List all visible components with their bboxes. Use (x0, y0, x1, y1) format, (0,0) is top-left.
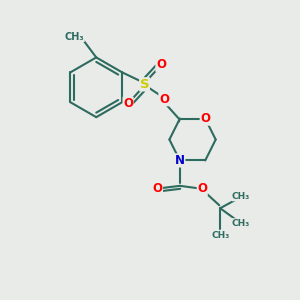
Text: N: N (175, 154, 185, 167)
Text: CH₃: CH₃ (211, 232, 229, 241)
Text: O: O (156, 58, 166, 71)
Text: CH₃: CH₃ (232, 219, 250, 228)
Text: O: O (159, 93, 169, 106)
Text: O: O (123, 97, 133, 110)
Text: O: O (152, 182, 163, 195)
Text: O: O (197, 182, 207, 195)
Text: CH₃: CH₃ (64, 32, 84, 41)
Text: S: S (140, 78, 149, 91)
Text: O: O (200, 112, 210, 125)
Text: CH₃: CH₃ (232, 192, 250, 201)
